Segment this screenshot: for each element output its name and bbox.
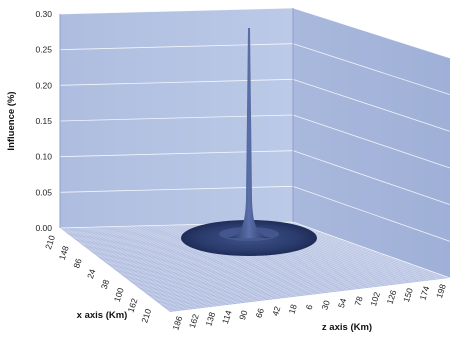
y-tick-label: 0.25: [35, 45, 52, 55]
y-axis-title: Influence (%): [6, 91, 17, 150]
floor-gridline: [119, 252, 379, 274]
floor-gridline: [162, 273, 439, 307]
z-tick-label: 138: [203, 311, 217, 328]
floor-gridline: [129, 257, 392, 281]
wall-gridline-left: [59, 114, 294, 122]
floor-gridline: [138, 261, 406, 289]
floor-gridline: [121, 253, 381, 275]
wall-gridline-left: [59, 43, 294, 51]
floor-gridline: [165, 275, 444, 309]
wall-gridline-right: [292, 78, 451, 132]
y-tick-label: 0.30: [35, 9, 52, 19]
floor-gridline: [122, 253, 383, 277]
z-tick-label: 102: [368, 291, 382, 308]
right-back-wall: [293, 8, 450, 278]
floor-gridline: [132, 258, 397, 284]
z-tick-label: 6: [304, 303, 315, 311]
y-tick-label: 0.10: [35, 152, 52, 162]
floor-gridline: [133, 259, 399, 285]
floor-gridline: [154, 269, 428, 301]
z-axis-ticks: 186 162 138 114 90 66 42 18 6 30 54 78 102 126 150 174 1…: [170, 283, 448, 332]
floor-gridline: [147, 266, 419, 296]
x-tick-label: 100: [112, 286, 126, 303]
z-tick-label: 198: [434, 283, 448, 300]
x-tick-label: 210: [43, 234, 57, 251]
x-tick-label: 86: [71, 257, 84, 269]
z-tick-label: 42: [270, 305, 283, 317]
x-tick-label: 210: [139, 307, 153, 324]
floor-gridline: [168, 277, 448, 311]
z-tick-label: 150: [401, 287, 415, 304]
floor-gridline: [130, 257, 394, 283]
wall-gridline-right: [292, 114, 451, 169]
wall-gridline-left: [59, 150, 294, 158]
floor-gridline: [292, 221, 451, 279]
floor-gridline: [127, 256, 390, 280]
influence-surface: [181, 28, 317, 256]
floor-gridline: [289, 221, 447, 279]
y-tick-label: 0.00: [35, 223, 52, 233]
floor-gridline: [144, 265, 415, 293]
wall-gridline-left: [59, 185, 294, 193]
z-tick-label: 186: [170, 315, 184, 332]
x-tick-label: 38: [99, 278, 112, 290]
z-tick-label: 54: [336, 297, 349, 309]
wall-gridline-left: [59, 78, 294, 86]
floor-gridline: [151, 268, 424, 298]
y-tick-label: 0.20: [35, 80, 52, 90]
z-axis-title: z axis (Km): [322, 322, 372, 333]
z-tick-label: 18: [286, 303, 299, 315]
floor-gridline: [169, 277, 451, 313]
z-tick-label: 174: [417, 285, 431, 302]
floor-gridline: [155, 270, 430, 302]
floor-gridline: [146, 265, 417, 295]
x-tick-label: 162: [126, 297, 140, 314]
z-tick-label: 66: [254, 307, 267, 319]
x-tick-label: 148: [57, 244, 71, 261]
floor-gridline: [152, 269, 426, 299]
wall-gridline-right: [292, 43, 451, 96]
floor-gridline: [125, 255, 388, 279]
floor-gridline: [135, 260, 401, 286]
floor-gridline: [141, 263, 410, 291]
x-axis-title: x axis (Km): [77, 310, 128, 321]
z-tick-label: 78: [352, 295, 365, 307]
wall-gridline-left: [59, 7, 294, 15]
floor-gridline: [160, 273, 437, 305]
z-tick-label: 114: [220, 309, 234, 325]
z-tick-label: 90: [237, 309, 250, 321]
floor-gridline: [157, 271, 433, 303]
y-axis-ticks: 0.30 0.25 0.20 0.15 0.10 0.05 0.00: [35, 9, 52, 233]
z-tick-label: 162: [187, 313, 201, 330]
floor-gridline: [136, 261, 403, 287]
floor-gridline: [118, 251, 377, 273]
wall-gridline-right: [292, 150, 451, 206]
floor-gridline: [163, 274, 442, 308]
floor-gridline: [158, 272, 435, 304]
x-tick-label: 24: [85, 268, 98, 280]
y-tick-label: 0.05: [35, 187, 52, 197]
z-tick-label: 30: [319, 299, 332, 311]
floor-gridline: [166, 276, 446, 310]
floor-gridline: [140, 262, 408, 290]
wall-gridline-right: [292, 185, 451, 242]
y-tick-label: 0.15: [35, 116, 52, 126]
floor-gridline: [143, 264, 412, 292]
z-tick-label: 126: [385, 289, 399, 306]
surface-peak: [227, 28, 271, 238]
floor-gridline: [116, 250, 374, 272]
wall-gridline-right: [292, 7, 451, 59]
floor-gridline: [114, 249, 372, 271]
floor-gridline: [149, 267, 421, 297]
floor-gridline: [124, 254, 385, 278]
